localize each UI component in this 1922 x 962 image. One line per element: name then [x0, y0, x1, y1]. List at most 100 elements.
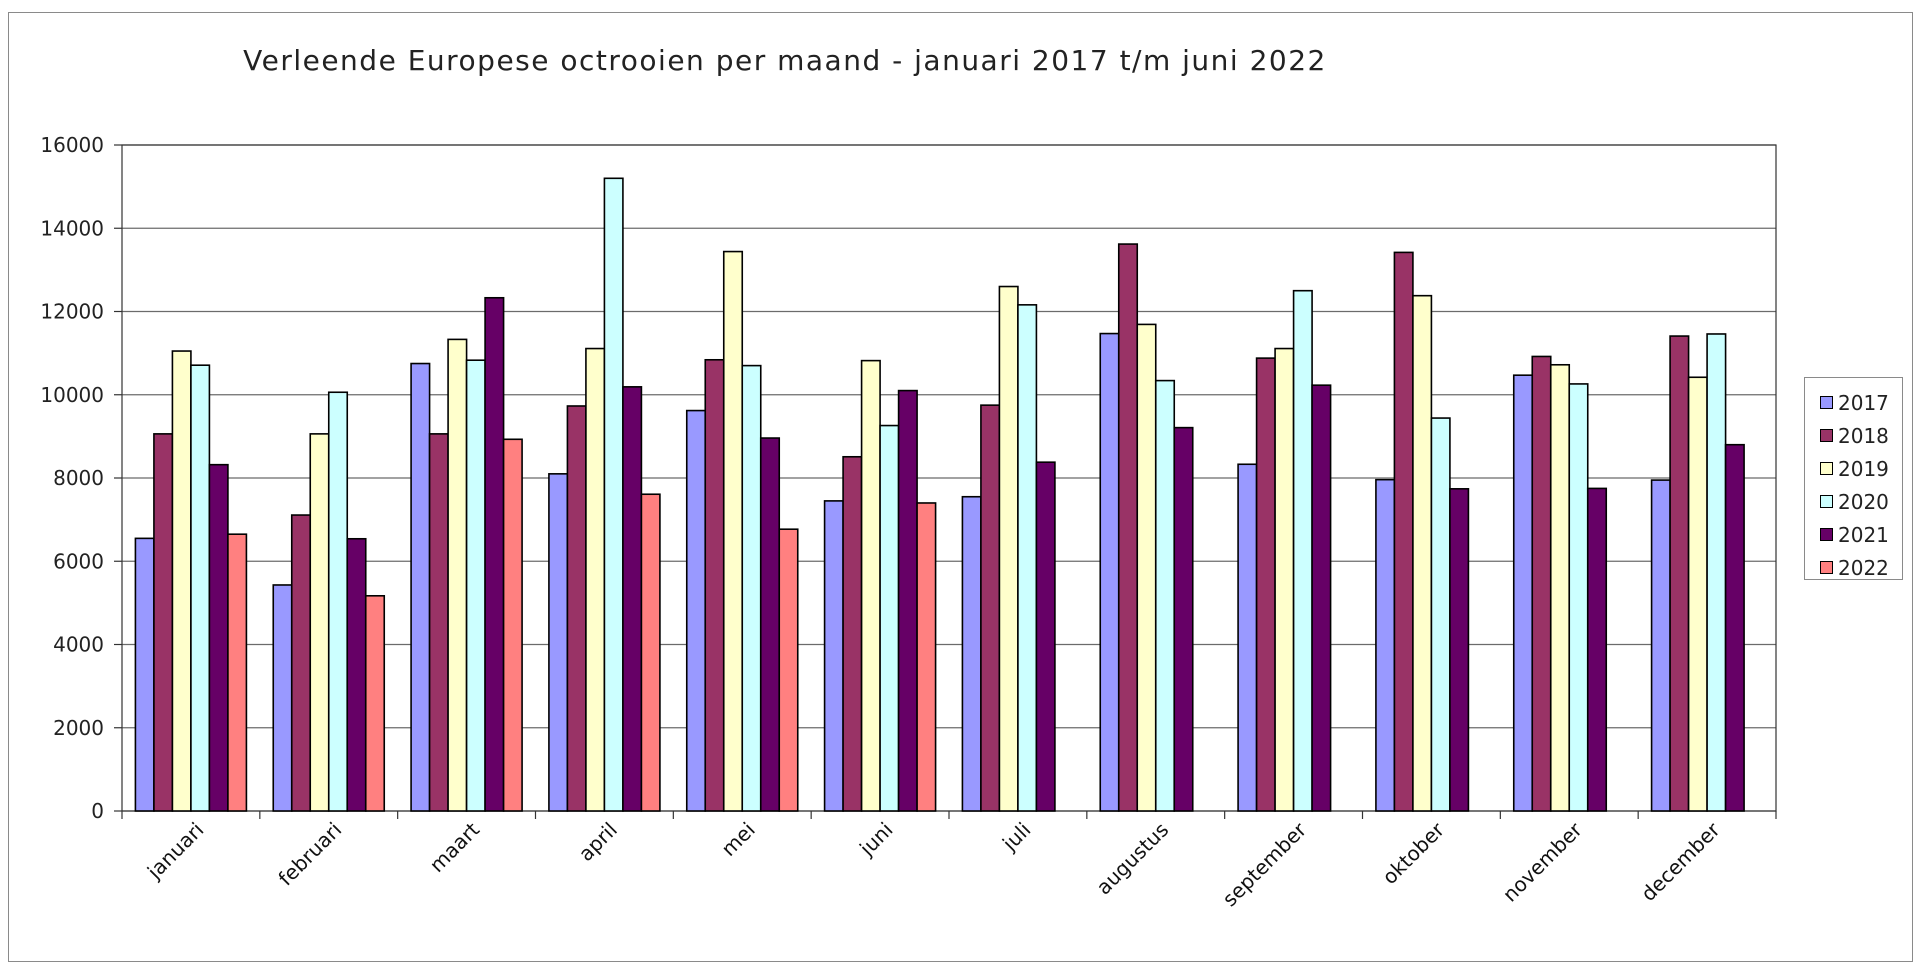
bar-2018-oktober — [1394, 252, 1413, 811]
legend-item-2017: 2017 — [1805, 386, 1902, 419]
y-tick-label: 14000 — [40, 216, 104, 240]
bar-2021-oktober — [1450, 489, 1469, 811]
bar-2018-augustus — [1119, 244, 1138, 811]
bar-2018-juni — [843, 457, 862, 811]
bar-2021-februari — [347, 539, 366, 811]
bar-2018-april — [567, 406, 586, 811]
legend-item-2022: 2022 — [1805, 551, 1902, 584]
bar-2018-december — [1670, 336, 1689, 811]
legend-swatch — [1820, 396, 1833, 409]
bar-2020-februari — [329, 392, 348, 811]
bar-2019-april — [586, 349, 605, 811]
x-tick-label: september — [1218, 817, 1312, 911]
bar-2017-juli — [962, 497, 981, 811]
x-tick-label: juni — [854, 818, 897, 861]
bar-2019-januari — [172, 351, 191, 811]
bar-2017-september — [1238, 464, 1257, 811]
legend-item-2021: 2021 — [1805, 518, 1902, 551]
bar-2022-april — [641, 494, 660, 811]
bar-2020-augustus — [1156, 381, 1175, 811]
x-tick-label: februari — [273, 818, 346, 891]
legend-item-2018: 2018 — [1805, 419, 1902, 452]
legend-swatch — [1820, 528, 1833, 541]
bar-2020-april — [604, 178, 623, 811]
bar-2021-augustus — [1174, 428, 1193, 811]
x-tick-label: oktober — [1377, 817, 1449, 889]
bar-2017-april — [549, 474, 568, 811]
bar-2021-september — [1312, 385, 1331, 811]
legend-swatch — [1820, 462, 1833, 475]
bar-2019-juli — [999, 287, 1018, 811]
bar-2018-januari — [154, 434, 173, 811]
legend-label: 2018 — [1838, 424, 1889, 448]
bar-2022-mei — [779, 529, 798, 811]
bar-2019-december — [1689, 377, 1708, 811]
x-tick-label: november — [1498, 817, 1587, 906]
bar-2020-september — [1294, 291, 1313, 811]
bar-2017-februari — [273, 585, 292, 811]
bar-2022-februari — [366, 596, 385, 811]
bar-2021-juli — [1036, 462, 1055, 811]
x-tick-label: januari — [142, 818, 209, 885]
bar-2018-maart — [430, 434, 449, 811]
bar-2020-januari — [191, 365, 210, 811]
bar-2021-april — [623, 387, 642, 811]
bar-2019-september — [1275, 349, 1294, 811]
x-tick-label: juli — [997, 818, 1035, 856]
bar-2017-januari — [135, 538, 154, 811]
legend-label: 2019 — [1838, 457, 1889, 481]
bar-2019-maart — [448, 339, 467, 811]
bar-2022-januari — [228, 534, 247, 811]
bar-2017-oktober — [1376, 480, 1395, 811]
bar-2020-oktober — [1431, 418, 1450, 811]
bar-2017-augustus — [1100, 334, 1119, 811]
bar-2019-mei — [724, 252, 743, 811]
legend-swatch — [1820, 495, 1833, 508]
legend-label: 2020 — [1838, 490, 1889, 514]
legend-label: 2022 — [1838, 556, 1889, 580]
legend-item-2019: 2019 — [1805, 452, 1902, 485]
y-tick-label: 8000 — [53, 466, 104, 490]
bar-2019-februari — [310, 434, 329, 811]
bar-2022-juni — [917, 503, 936, 811]
bar-2019-oktober — [1413, 296, 1432, 811]
legend-label: 2021 — [1838, 523, 1889, 547]
bar-2021-juni — [899, 391, 918, 811]
bar-2017-november — [1514, 375, 1533, 811]
x-tick-label: maart — [425, 817, 485, 877]
bar-2018-juli — [981, 405, 1000, 811]
bar-2019-juni — [862, 361, 881, 811]
y-tick-label: 10000 — [40, 383, 104, 407]
x-tick-label: december — [1636, 817, 1725, 906]
x-tick-label: mei — [716, 818, 759, 861]
legend-label: 2017 — [1838, 391, 1889, 415]
bar-2018-september — [1257, 358, 1276, 811]
y-tick-label: 6000 — [53, 549, 104, 573]
bar-2017-juni — [825, 501, 844, 811]
bar-2022-maart — [504, 439, 523, 811]
bar-2017-mei — [687, 411, 706, 811]
x-tick-label: augustus — [1091, 818, 1173, 900]
bar-2019-november — [1551, 365, 1570, 811]
legend-swatch — [1820, 429, 1833, 442]
bar-2021-december — [1726, 445, 1745, 811]
bar-2021-november — [1588, 488, 1607, 811]
bar-2020-november — [1569, 384, 1588, 811]
x-tick-label: april — [574, 818, 622, 866]
legend-swatch — [1820, 561, 1833, 574]
bar-2019-augustus — [1137, 324, 1156, 811]
bar-2021-mei — [761, 438, 780, 811]
y-tick-label: 16000 — [40, 133, 104, 157]
bar-2018-november — [1532, 356, 1551, 811]
y-tick-label: 0 — [91, 799, 104, 823]
bar-2018-mei — [705, 360, 724, 811]
bar-2020-maart — [467, 360, 486, 811]
bar-2020-juli — [1018, 305, 1037, 811]
legend-item-2020: 2020 — [1805, 485, 1902, 518]
y-tick-label: 12000 — [40, 300, 104, 324]
y-tick-label: 4000 — [53, 633, 104, 657]
bar-2021-januari — [209, 465, 228, 811]
bar-2020-juni — [880, 426, 899, 811]
y-tick-label: 2000 — [53, 716, 104, 740]
